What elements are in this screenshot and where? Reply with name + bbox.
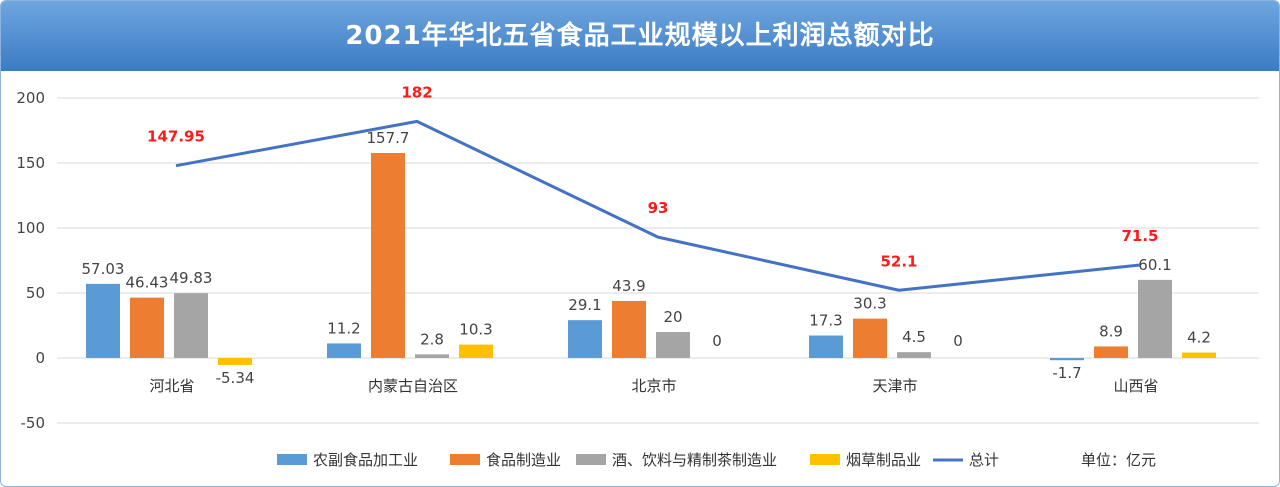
legend-label: 食品制造业	[486, 451, 561, 469]
bar-data-label: 46.43	[126, 274, 169, 292]
bar-data-label: 10.3	[459, 321, 492, 339]
bar-data-label: 17.3	[809, 312, 842, 330]
bar-data-label: 20	[663, 308, 682, 326]
y-tick-label: -50	[21, 414, 46, 432]
bar	[1094, 346, 1128, 358]
bar	[897, 352, 931, 358]
unit-label: 单位：亿元	[1081, 451, 1156, 469]
y-tick-label: 150	[16, 154, 45, 172]
bar-data-label: 0	[953, 332, 963, 350]
bar-data-label: 4.2	[1187, 329, 1211, 347]
bar	[371, 152, 405, 358]
bar-data-label: 4.5	[902, 328, 926, 346]
bar	[1050, 358, 1084, 361]
category-label: 天津市	[872, 377, 917, 395]
bar-data-label: 43.9	[612, 277, 645, 295]
total-data-label: 52.1	[880, 252, 917, 270]
legend-label: 烟草制品业	[846, 451, 921, 469]
bar-data-label: 8.9	[1099, 322, 1123, 340]
bar	[130, 297, 164, 358]
y-tick-label: 50	[26, 284, 45, 302]
bar	[656, 332, 690, 358]
legend-swatch	[277, 454, 307, 465]
bar-data-label: 0	[712, 332, 722, 350]
title-bar	[1, 1, 1279, 71]
bar	[853, 318, 887, 358]
bar-data-label: 57.03	[82, 260, 125, 278]
legend-swatch	[810, 454, 840, 465]
y-tick-label: 0	[35, 349, 45, 367]
total-line	[175, 119, 1141, 292]
y-tick-label: 100	[16, 219, 45, 237]
legend-label: 农副食品加工业	[313, 451, 418, 469]
bar-data-label: 60.1	[1138, 256, 1171, 274]
chart-title: 2021年华北五省食品工业规模以上利润总额对比	[345, 21, 935, 51]
category-label: 内蒙古自治区	[368, 377, 458, 395]
bar	[174, 293, 208, 358]
legend-swatch	[576, 454, 606, 465]
bar	[218, 358, 252, 365]
y-tick-label: 200	[16, 89, 45, 107]
bar	[327, 343, 361, 358]
total-data-label: 147.95	[147, 128, 205, 146]
bar-data-label: 29.1	[568, 296, 601, 314]
total-data-label: 182	[401, 83, 432, 101]
bar-data-label: 49.83	[170, 269, 213, 287]
legend-swatch	[450, 454, 480, 465]
bar	[1138, 279, 1172, 358]
bar	[612, 300, 646, 358]
bar	[415, 354, 449, 358]
category-label: 北京市	[631, 377, 676, 395]
bar-data-label: 11.2	[327, 319, 360, 337]
bar-data-label: 30.3	[853, 295, 886, 313]
bar	[1182, 352, 1216, 358]
bar	[809, 335, 843, 358]
category-label: 河北省	[149, 377, 194, 395]
total-data-label: 93	[648, 199, 669, 217]
legend-label: 总计	[969, 451, 999, 469]
category-label: 山西省	[1113, 377, 1158, 395]
bar-data-label: -1.7	[1052, 364, 1081, 382]
bar-data-label: 2.8	[420, 330, 444, 348]
bar	[568, 320, 602, 358]
total-data-label: 71.5	[1121, 227, 1158, 245]
bar-data-label: -5.34	[216, 369, 255, 387]
bar	[459, 344, 493, 358]
legend-label: 酒、饮料与精制茶制造业	[612, 451, 777, 469]
chart-plot: 200150100500-5057.0311.229.117.3-1.746.4…	[16, 83, 1259, 469]
bar	[86, 283, 120, 358]
bar-data-label: 157.7	[367, 129, 410, 147]
